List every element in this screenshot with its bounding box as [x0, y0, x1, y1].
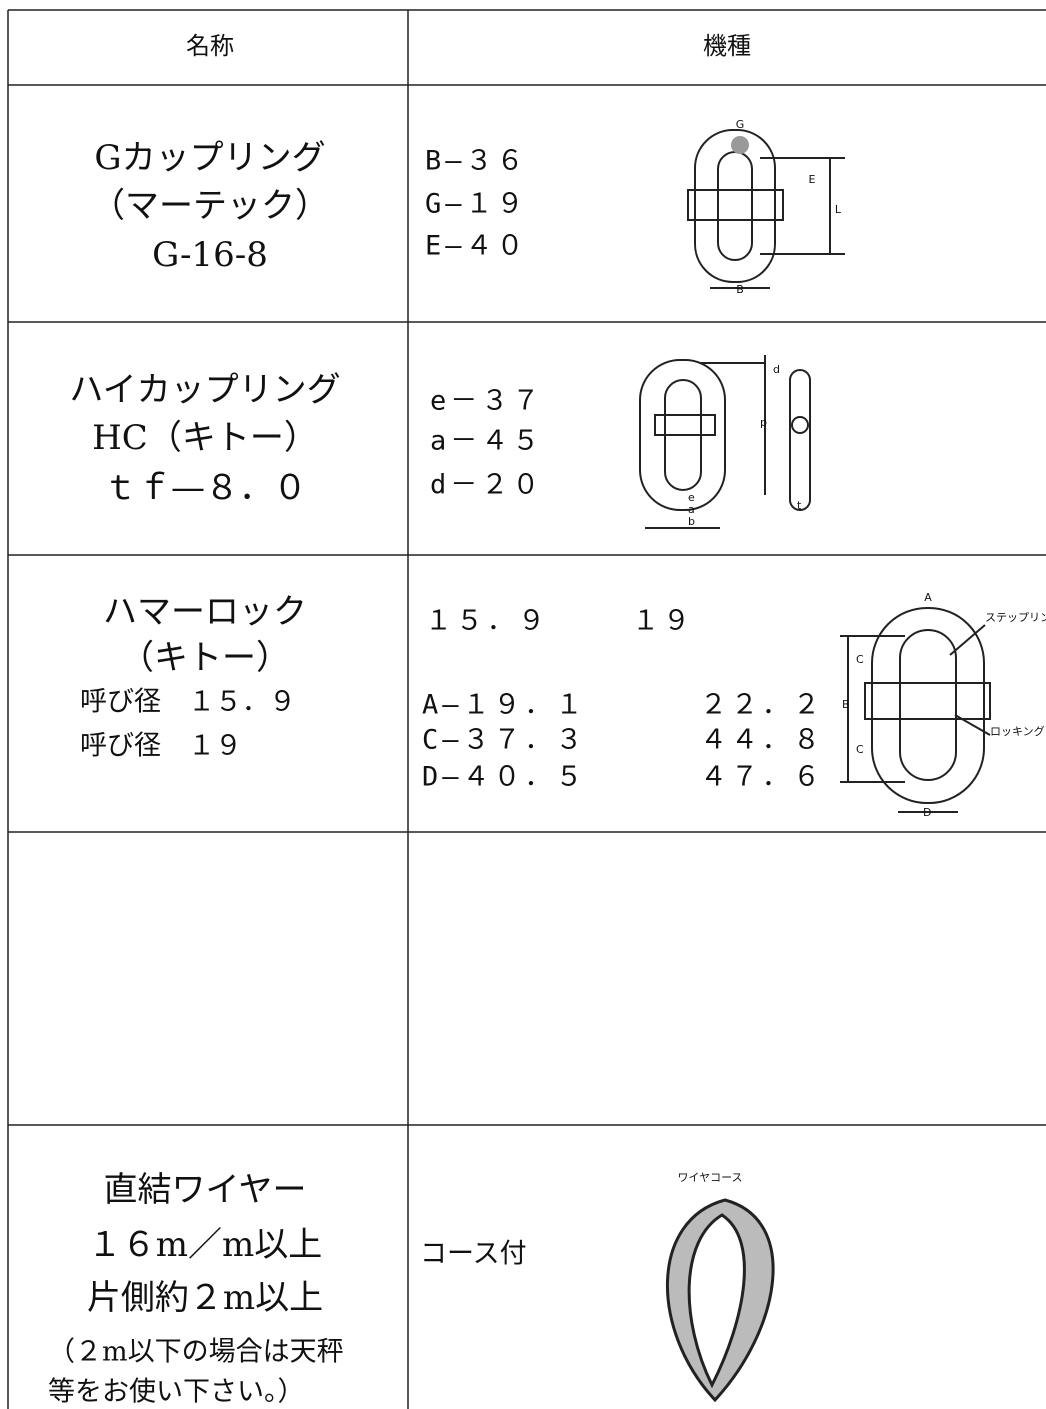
- spec: B—３６: [425, 146, 528, 177]
- figure-label: E: [809, 173, 816, 186]
- figure-label: b: [688, 515, 695, 528]
- spec: コース付: [420, 1239, 527, 1270]
- name: G-16-8: [152, 235, 268, 275]
- figure-label: B: [736, 283, 744, 296]
- spec: G—１９: [425, 189, 528, 220]
- figure-label: ステップリン: [985, 611, 1046, 624]
- figure-label: d: [773, 363, 780, 376]
- header-model: 機種: [703, 32, 751, 60]
- name: ｔｆ—８．０: [103, 468, 307, 508]
- figure-label: ロッキング: [990, 724, 1045, 738]
- figure: [665, 1198, 775, 1403]
- figure-label: B: [842, 698, 850, 711]
- figure-label: G: [736, 118, 745, 131]
- figure-label: e: [688, 491, 695, 504]
- figure-label: A: [924, 591, 932, 604]
- figure-label: C: [856, 653, 864, 666]
- name: １６m／m以上: [88, 1225, 322, 1265]
- figure: [687, 129, 845, 289]
- name: 呼び径 １５．９: [80, 687, 296, 718]
- spec: ４４．８: [700, 725, 824, 756]
- name: Gカップリング: [94, 138, 325, 178]
- name: 等をお使い下さい。）: [48, 1377, 305, 1408]
- spec: e－３７: [430, 386, 543, 417]
- figure-label: t: [797, 499, 802, 512]
- header-name: 名称: [186, 32, 234, 60]
- spec: D—４０．５: [422, 762, 587, 793]
- name: （２m以下の場合は天秤: [48, 1337, 344, 1368]
- figure: [840, 607, 991, 813]
- spec: C—３７．３: [422, 725, 587, 756]
- name: 直結ワイヤー: [104, 1170, 307, 1210]
- spec: １５．９: [425, 606, 549, 637]
- name: 片側約２m以上: [87, 1278, 323, 1318]
- spec: a－４５: [430, 426, 543, 457]
- figure: [639, 355, 811, 529]
- name: HC（キトー）: [92, 418, 318, 458]
- spec: ２２．２: [700, 690, 824, 721]
- spec: １９: [632, 606, 694, 637]
- spec: A—１９．１: [422, 690, 587, 721]
- name: （マーテック）: [91, 186, 329, 226]
- figure-label: L: [835, 203, 842, 216]
- spec: E—４０: [425, 231, 528, 262]
- figure-label: p: [760, 416, 767, 429]
- figure-label: a: [688, 503, 695, 516]
- name: （キトー）: [120, 638, 290, 678]
- figure-label: C: [856, 743, 864, 756]
- name: 呼び径 １９: [80, 731, 242, 762]
- spec: d－２０: [430, 470, 543, 501]
- figure-label: D: [923, 806, 931, 819]
- table-grid: [7, 9, 1046, 1409]
- name: ハマーロック: [103, 592, 307, 632]
- figure-label: ワイヤコース: [677, 1171, 742, 1184]
- spec: ４７．６: [700, 762, 824, 793]
- name: ハイカップリング: [69, 370, 340, 410]
